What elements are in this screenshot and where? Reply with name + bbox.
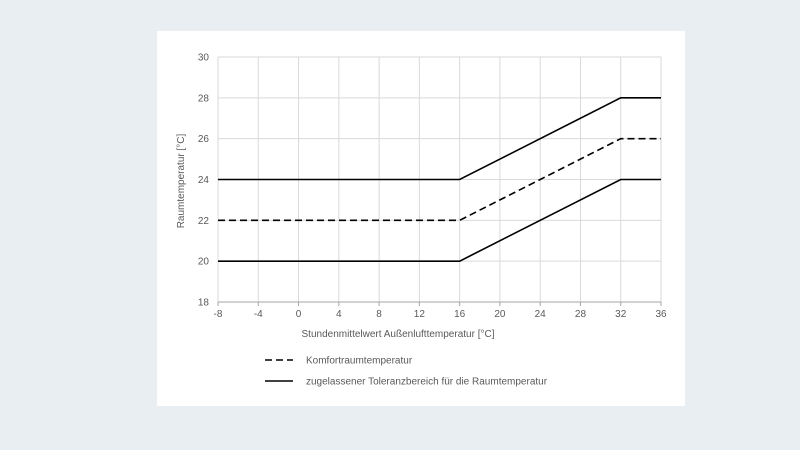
axes xyxy=(217,301,662,306)
x-tick-label: 12 xyxy=(414,309,426,320)
x-tick-label: 16 xyxy=(454,309,466,320)
series-line-2 xyxy=(218,178,661,262)
x-tick-label: 0 xyxy=(296,309,302,320)
chart-panel: -8 -4 0 4 8 12 16 20 24 28 32 36 18 20 22 24 26 28 30 Stun… xyxy=(157,31,685,406)
y-tick-label: 18 xyxy=(198,298,210,309)
series-line-0 xyxy=(218,137,661,222)
x-tick-label: 32 xyxy=(615,309,627,320)
legend-label: zugelassener Toleranzbereich für die Rau… xyxy=(306,377,548,388)
series-line-1 xyxy=(218,97,661,181)
x-tick-label: 28 xyxy=(575,309,587,320)
x-tick-label: 20 xyxy=(494,309,506,320)
x-tick-label: -8 xyxy=(214,309,223,320)
y-tick-label: 28 xyxy=(198,93,210,104)
y-tick-label: 30 xyxy=(198,53,210,64)
legend-label: Komfortraumtemperatur xyxy=(306,356,413,367)
x-tick-label: 24 xyxy=(535,309,547,320)
series-lines xyxy=(218,97,661,262)
x-tick-label: 36 xyxy=(655,309,667,320)
x-axis-label: Stundenmittelwert Außenlufttemperatur [°… xyxy=(302,329,495,340)
x-tick-label: -4 xyxy=(254,309,263,320)
x-tick-label: 8 xyxy=(376,309,382,320)
x-tick-label: 4 xyxy=(336,309,342,320)
y-tick-label: 22 xyxy=(198,216,210,227)
y-axis-label: Raumtemperatur [°C] xyxy=(176,133,187,228)
y-tick-label: 24 xyxy=(198,175,210,186)
legend: Komfortraumtemperatur zugelassener Tolera… xyxy=(265,356,548,388)
y-tick-label: 26 xyxy=(198,134,210,145)
tick-labels: -8 -4 0 4 8 12 16 20 24 28 32 36 18 20 22 24 26 28 30 xyxy=(198,53,667,321)
y-tick-label: 20 xyxy=(198,257,210,268)
temperature-chart: -8 -4 0 4 8 12 16 20 24 28 32 36 18 20 22 24 26 28 30 Stun… xyxy=(176,53,667,388)
